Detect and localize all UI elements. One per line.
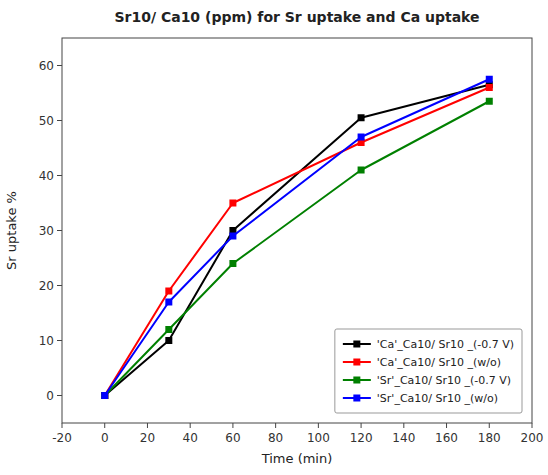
point (165, 299, 172, 306)
legend-label: 'Sr'_Ca10/ Sr10 _(w/o) (377, 392, 498, 405)
tick (57, 340, 62, 341)
point (165, 326, 172, 333)
point (486, 84, 493, 91)
background (0, 0, 548, 475)
point (101, 392, 108, 399)
tick-label: 80 (268, 431, 283, 445)
tick (57, 175, 62, 176)
tick (104, 423, 105, 428)
tick-label: 10 (39, 334, 54, 348)
tick (57, 230, 62, 231)
legend-label: 'Ca'_Ca10/ Sr10 _(w/o) (377, 356, 501, 369)
tick (403, 423, 404, 428)
point (165, 337, 172, 344)
tick-label: 40 (183, 431, 198, 445)
tick (57, 285, 62, 286)
axes: -20 0 20 40 60 80 100 120 140 160 180 200 0 10 20 30 40 5… (39, 59, 544, 446)
tick (318, 423, 319, 428)
legend-marker (353, 395, 360, 402)
tick (190, 423, 191, 428)
tick-label: 140 (392, 431, 415, 445)
tick-label: 30 (39, 224, 54, 238)
point (358, 134, 365, 141)
y-axis-label: Sr uptake % (4, 191, 19, 270)
tick (57, 120, 62, 121)
tick (489, 423, 490, 428)
title: Sr10/ Ca10 (ppm) for Sr uptake and Ca up… (114, 9, 479, 25)
legend-marker (353, 341, 360, 348)
legend: 'Ca'_Ca10/ Sr10 _(-0.7 V) 'Ca'_Ca10/ Sr10… (335, 329, 522, 413)
tick-label: -20 (52, 431, 72, 445)
x-axis-label: Time (min) (261, 451, 333, 466)
tick (532, 423, 533, 428)
tick (275, 423, 276, 428)
point (101, 392, 108, 399)
tick (361, 423, 362, 428)
tick-label: 200 (521, 431, 544, 445)
point (101, 392, 108, 399)
legend-label: 'Ca'_Ca10/ Sr10 _(-0.7 V) (377, 338, 514, 351)
tick (232, 423, 233, 428)
legend-marker (353, 377, 360, 384)
point (358, 167, 365, 174)
chart: -20 0 20 40 60 80 100 120 140 160 180 200 0 10 20 30 40 5… (0, 0, 548, 475)
tick (147, 423, 148, 428)
point (229, 233, 236, 240)
legend-marker (353, 359, 360, 366)
point (486, 76, 493, 83)
point (358, 114, 365, 121)
tick (57, 395, 62, 396)
tick-label: 0 (46, 389, 54, 403)
tick-label: 20 (140, 431, 155, 445)
legend-box (335, 329, 522, 413)
tick-label: 60 (39, 59, 54, 73)
tick (62, 423, 63, 428)
tick-label: 180 (478, 431, 501, 445)
point (229, 200, 236, 207)
point (101, 392, 108, 399)
point (486, 98, 493, 105)
point (165, 288, 172, 295)
point (229, 260, 236, 267)
tick-label: 120 (350, 431, 373, 445)
plot-frame (62, 38, 532, 423)
tick-label: 60 (225, 431, 240, 445)
tick (57, 65, 62, 66)
tick-label: 40 (39, 169, 54, 183)
tick-label: 50 (39, 114, 54, 128)
tick-label: 20 (39, 279, 54, 293)
tick (446, 423, 447, 428)
legend-label: 'Sr'_Ca10/ Sr10 _(-0.7 V) (377, 374, 511, 387)
tick-label: 0 (101, 431, 109, 445)
tick-label: 160 (435, 431, 458, 445)
tick-label: 100 (307, 431, 330, 445)
